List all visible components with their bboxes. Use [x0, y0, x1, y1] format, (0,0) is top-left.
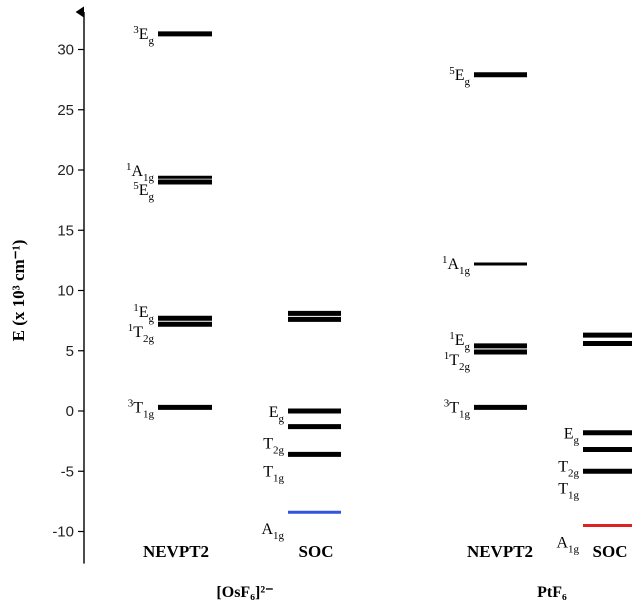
y-tick-label: 20	[57, 162, 74, 179]
term-label: Eg	[564, 426, 580, 447]
term-label: A1g	[261, 521, 284, 542]
term-label: 1A1g	[442, 254, 471, 277]
system-label: PtF₆	[537, 584, 567, 601]
term-label: T2g	[558, 459, 579, 480]
y-tick-label: 5	[66, 343, 74, 360]
term-label: 1Eg	[133, 302, 154, 325]
term-labels: 3Eg1A1g5Eg1Eg1T2g3T1gNEVPT2EgT2gT1gA1gSO…	[126, 24, 628, 601]
y-tick-label: -5	[61, 463, 74, 480]
term-label: A1g	[556, 534, 579, 555]
y-tick-label: 30	[57, 42, 74, 59]
term-label: 3T1g	[128, 397, 155, 420]
term-label: 3T1g	[444, 397, 471, 420]
term-label: 3Eg	[133, 24, 154, 47]
term-label: 5Eg	[133, 180, 154, 203]
term-label: 1T2g	[444, 350, 471, 373]
term-label: 1Eg	[449, 330, 470, 353]
y-tick-label: 0	[66, 403, 74, 420]
term-label: T2g	[263, 436, 284, 457]
column-label: SOC	[299, 542, 334, 561]
y-tick-label: 10	[57, 283, 74, 300]
column-label: SOC	[593, 542, 628, 561]
column-label: NEVPT2	[467, 542, 533, 561]
term-label: 1A1g	[126, 161, 155, 184]
energy-levels	[158, 31, 632, 527]
y-axis-title: E (x 10³ cm⁻¹)	[9, 240, 28, 342]
term-label: Eg	[269, 404, 285, 425]
term-label: T1g	[263, 463, 284, 484]
term-label: 5Eg	[449, 65, 470, 88]
y-tick-label: 25	[57, 102, 74, 119]
y-axis: -10 -5 0 5 10 15 20 25 30 E (x 10³ cm⁻¹)	[9, 6, 85, 564]
column-label: NEVPT2	[143, 542, 209, 561]
system-label: [OsF₆]²⁻	[216, 584, 273, 601]
term-label: T1g	[558, 480, 579, 501]
y-tick-label: 15	[57, 222, 74, 239]
y-tick-label: -10	[52, 524, 74, 541]
term-label: 1T2g	[128, 322, 155, 345]
